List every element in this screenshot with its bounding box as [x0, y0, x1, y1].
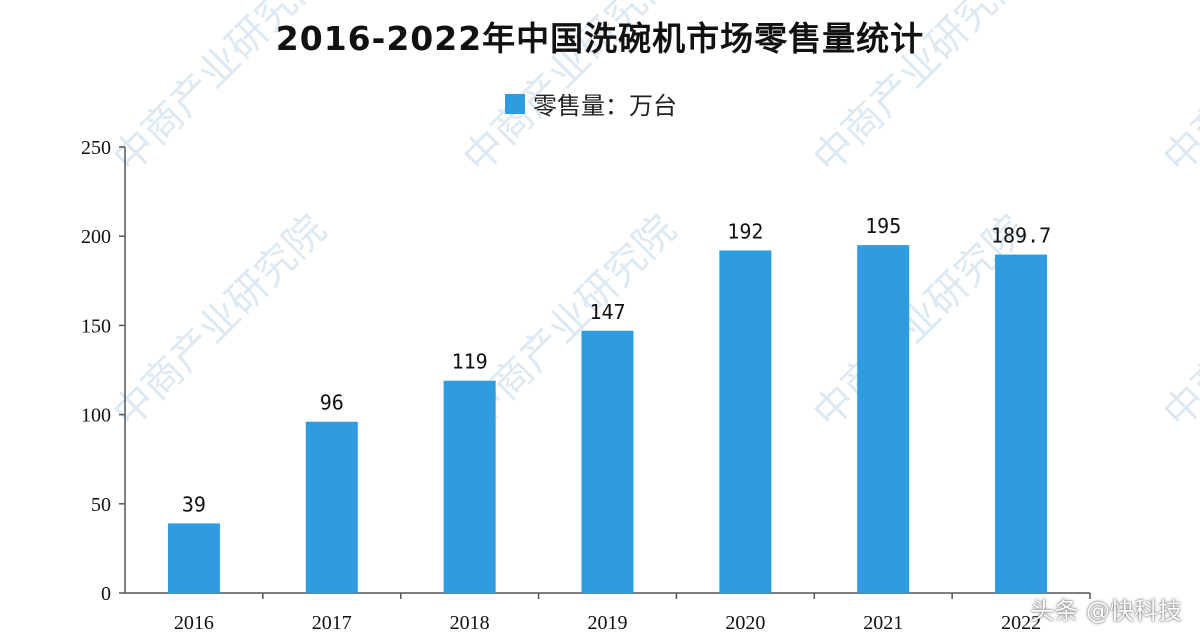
- data-label: 189.7: [991, 224, 1051, 248]
- data-labels: 39 96 119 147 192 195 189.7: [182, 214, 1051, 516]
- x-tick-label: 2016: [174, 612, 214, 634]
- chart-title: 2016-2022年中国洗碗机市场零售量统计: [275, 19, 925, 58]
- bar: [857, 245, 910, 593]
- bar: [719, 250, 772, 594]
- data-label: 147: [589, 300, 625, 324]
- data-label: 195: [865, 214, 901, 238]
- data-label: 39: [182, 492, 206, 516]
- data-label: 96: [320, 391, 344, 415]
- x-tick-label: 2022: [1001, 612, 1041, 634]
- y-tick-label: 250: [81, 137, 111, 159]
- legend: 零售量：万台: [505, 86, 677, 121]
- x-tick-label: 2019: [588, 612, 628, 634]
- watermark-text: 中商产业研究院: [1155, 207, 1200, 438]
- y-tick-label: 200: [81, 226, 111, 248]
- source-watermark-tag: 头条 @快科技: [1030, 597, 1182, 625]
- y-tick-label: 150: [81, 315, 111, 337]
- data-label: 192: [727, 219, 763, 243]
- y-tick-label: 0: [101, 583, 111, 605]
- bars: [167, 245, 1048, 594]
- bar: [995, 254, 1048, 593]
- x-tick-label: 2018: [450, 612, 490, 634]
- bar: [167, 523, 220, 593]
- bar: [581, 330, 634, 593]
- x-tick-label: 2021: [863, 612, 903, 634]
- bar: [305, 421, 358, 593]
- legend-swatch: [505, 93, 525, 114]
- watermark-text: 中商产业研究院: [105, 207, 336, 438]
- bar: [443, 380, 496, 593]
- legend-label: 零售量：万台: [533, 92, 677, 120]
- x-tick-label: 2017: [312, 612, 352, 634]
- x-tick-label: 2020: [725, 612, 765, 634]
- y-tick-label: 100: [81, 405, 111, 427]
- data-label: 119: [452, 350, 488, 374]
- y-tick-label: 50: [91, 494, 111, 516]
- axes: 0 50 100 150 200 250 2016 2017 2018 2019 2020 2021 2…: [81, 137, 1091, 634]
